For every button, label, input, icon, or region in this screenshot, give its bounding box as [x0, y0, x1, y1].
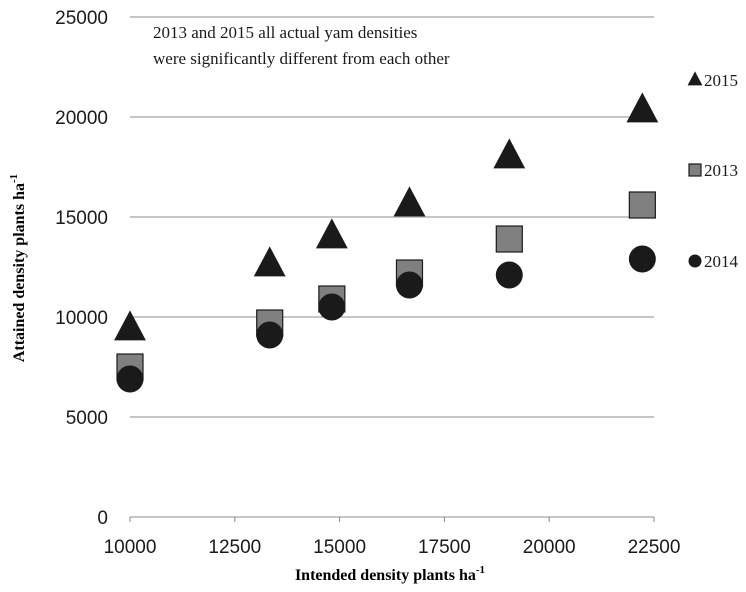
y-tick-label-2: 10000 [55, 308, 108, 329]
gridlines [130, 16, 654, 418]
point-2014-5 [628, 245, 656, 273]
x-tick-label-0: 10000 [104, 537, 157, 558]
legend-marker-2014 [688, 254, 702, 268]
y-axis-title: Attained density plants ha-1 [8, 174, 28, 362]
y-tick-labels: 0 5000 10000 15000 20000 25000 [55, 8, 108, 529]
annotation-line-2: were significantly different from each o… [153, 49, 450, 68]
legend: 2015 2013 2014 [687, 71, 739, 271]
legend-marker-2013 [688, 163, 702, 177]
point-2014-1 [256, 321, 284, 349]
point-2015-5 [626, 92, 659, 123]
point-2015-0 [114, 310, 146, 341]
point-2015-4 [493, 138, 526, 169]
legend-marker-2015 [687, 71, 703, 86]
point-2015-2 [315, 218, 348, 249]
point-2014-4 [495, 261, 523, 289]
x-tick-label-2: 15000 [313, 537, 366, 558]
y-tick-label-3: 15000 [55, 208, 108, 229]
point-2013-4 [495, 225, 523, 253]
y-tick-label-1: 5000 [66, 408, 108, 429]
legend-label-2014: 2014 [704, 252, 739, 271]
point-2014-3 [395, 271, 423, 299]
legend-label-2015: 2015 [704, 71, 738, 90]
x-axis-title: Intended density plants ha-1 [295, 564, 485, 584]
y-tick-label-4: 20000 [55, 108, 108, 129]
y-axis-title-main: Attained density plants ha [11, 183, 28, 362]
point-2013-5 [628, 191, 656, 219]
y-axis-title-superscript: -1 [8, 174, 20, 183]
axes [129, 516, 655, 522]
x-tick-label-1: 12500 [208, 537, 261, 558]
x-tick-label-4: 20000 [523, 537, 576, 558]
x-tick-label-5: 22500 [628, 537, 681, 558]
data-points [114, 92, 659, 393]
point-2014-2 [318, 293, 346, 321]
y-tick-label-0: 0 [97, 508, 108, 529]
x-axis-title-superscript: -1 [476, 564, 485, 576]
annotation-line-1: 2013 and 2015 all actual yam densities [153, 23, 417, 42]
point-2015-1 [253, 246, 286, 277]
x-tick-labels: 10000 12500 15000 17500 20000 22500 [104, 537, 681, 558]
x-axis-title-main: Intended density plants ha [295, 567, 476, 584]
point-2014-0 [116, 365, 144, 393]
point-2015-3 [393, 186, 426, 217]
legend-label-2013: 2013 [704, 161, 738, 180]
y-tick-label-5: 25000 [55, 8, 108, 29]
x-tick-label-3: 17500 [418, 537, 471, 558]
